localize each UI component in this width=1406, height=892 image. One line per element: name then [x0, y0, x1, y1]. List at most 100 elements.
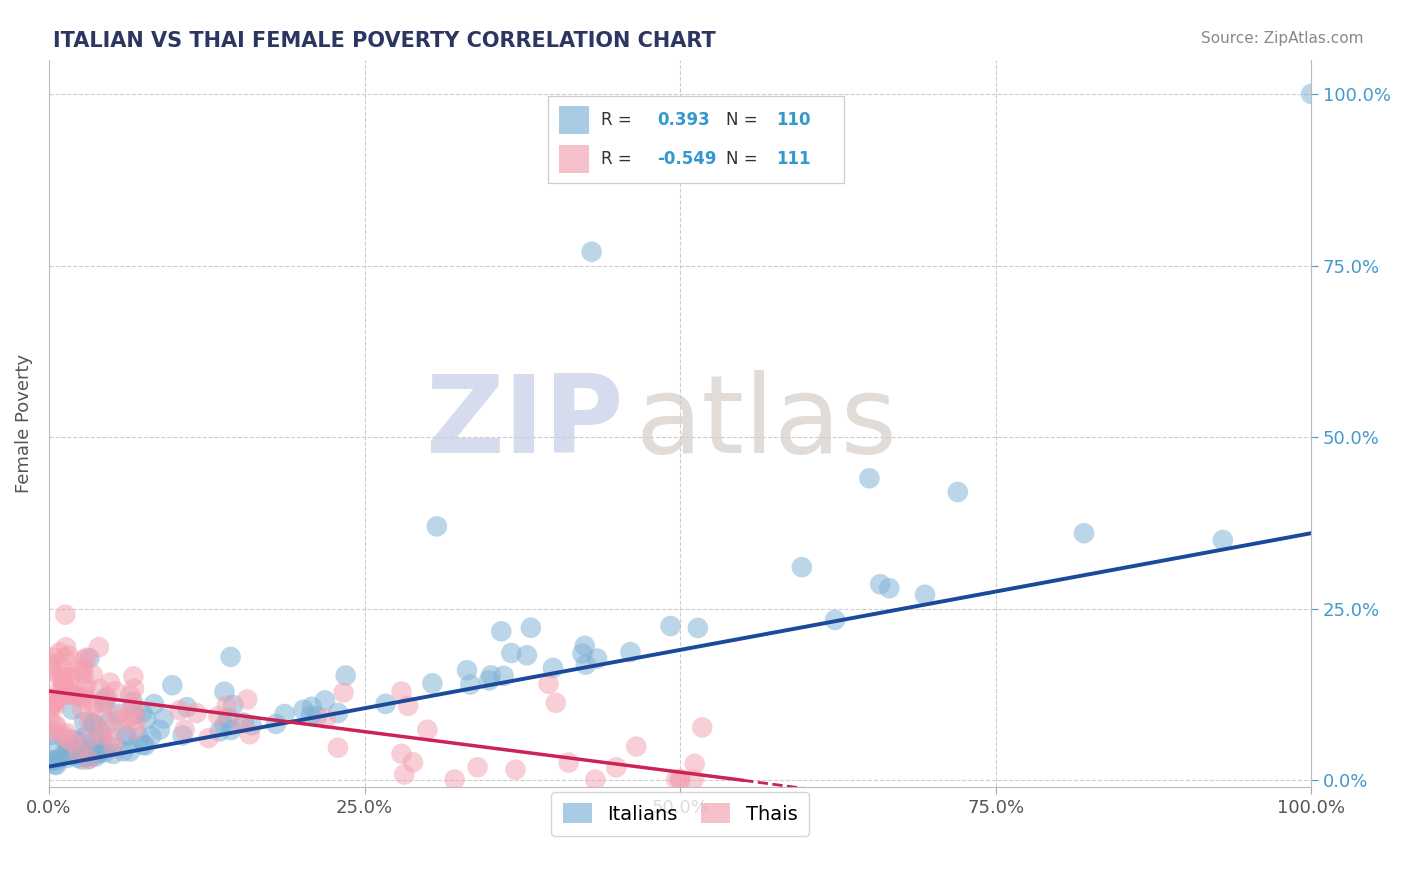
Point — [87, 747, 110, 761]
Point — [72, 731, 94, 745]
Point — [231, 715, 253, 730]
Text: atlas: atlas — [636, 370, 898, 476]
Point — [124, 701, 146, 715]
Point — [55, 686, 77, 700]
Point — [214, 684, 236, 698]
Point — [96, 738, 118, 752]
Point — [669, 772, 692, 786]
Point — [55, 640, 77, 655]
Point — [460, 677, 482, 691]
Point — [946, 485, 969, 500]
Point — [59, 670, 82, 684]
Point — [44, 739, 66, 754]
Point — [557, 756, 579, 770]
Point — [72, 653, 94, 667]
Point — [39, 656, 62, 670]
Point — [56, 751, 79, 765]
Point — [105, 708, 128, 723]
Point — [84, 749, 107, 764]
Point — [91, 698, 114, 712]
Point — [120, 689, 142, 703]
Point — [39, 728, 62, 742]
Point — [82, 716, 104, 731]
Text: ITALIAN VS THAI FEMALE POVERTY CORRELATION CHART: ITALIAN VS THAI FEMALE POVERTY CORRELATI… — [53, 31, 716, 51]
Point — [222, 698, 245, 712]
Point — [48, 645, 70, 659]
Point — [82, 667, 104, 681]
Point — [53, 673, 76, 687]
Point — [626, 739, 648, 754]
Point — [233, 715, 256, 730]
Point — [669, 772, 692, 787]
Point — [544, 696, 567, 710]
Point — [456, 663, 478, 677]
Point — [72, 662, 94, 676]
Point — [48, 683, 70, 698]
Point — [492, 669, 515, 683]
Point — [581, 244, 603, 259]
Point — [683, 756, 706, 771]
Point — [264, 717, 287, 731]
Point — [162, 678, 184, 692]
Point — [172, 728, 194, 742]
Point — [134, 739, 156, 753]
Point — [53, 651, 76, 665]
Point — [690, 720, 713, 734]
Point — [326, 740, 349, 755]
Point — [686, 621, 709, 635]
Point — [790, 560, 813, 574]
Point — [858, 471, 880, 485]
Point — [83, 733, 105, 747]
Point — [58, 740, 80, 755]
Point — [391, 747, 413, 761]
Point — [94, 745, 117, 759]
Point — [219, 649, 242, 664]
Point — [479, 668, 502, 682]
Point — [402, 756, 425, 770]
Point — [87, 640, 110, 654]
Point — [42, 696, 65, 710]
Point — [91, 707, 114, 722]
Point — [69, 690, 91, 705]
Point — [125, 714, 148, 728]
Point — [55, 744, 77, 758]
Point — [122, 681, 145, 696]
Point — [131, 706, 153, 720]
Point — [537, 677, 560, 691]
Point — [65, 688, 87, 702]
Point — [396, 698, 419, 713]
Point — [141, 729, 163, 743]
Point — [77, 732, 100, 747]
Point — [682, 772, 704, 787]
Legend: Italians, Thais: Italians, Thais — [551, 792, 810, 836]
Point — [586, 651, 609, 665]
Point — [239, 727, 262, 741]
Point — [121, 695, 143, 709]
Point — [39, 658, 62, 673]
Point — [208, 724, 231, 739]
Point — [90, 737, 112, 751]
Point — [39, 700, 62, 714]
Point — [217, 711, 239, 725]
Point — [392, 767, 415, 781]
Point — [426, 519, 449, 533]
Point — [72, 667, 94, 681]
Point — [53, 732, 76, 747]
Point — [51, 727, 73, 741]
Point — [335, 668, 357, 682]
Point — [45, 758, 67, 772]
Point — [143, 697, 166, 711]
Point — [315, 712, 337, 726]
Point — [79, 651, 101, 665]
Point — [332, 685, 354, 699]
Point — [215, 698, 238, 713]
Point — [48, 690, 70, 704]
Point — [824, 613, 846, 627]
Point — [516, 648, 538, 663]
Point — [114, 727, 136, 741]
Point — [169, 703, 191, 717]
Point — [103, 731, 125, 745]
Point — [69, 664, 91, 678]
Point — [58, 688, 80, 702]
Point — [75, 750, 97, 764]
